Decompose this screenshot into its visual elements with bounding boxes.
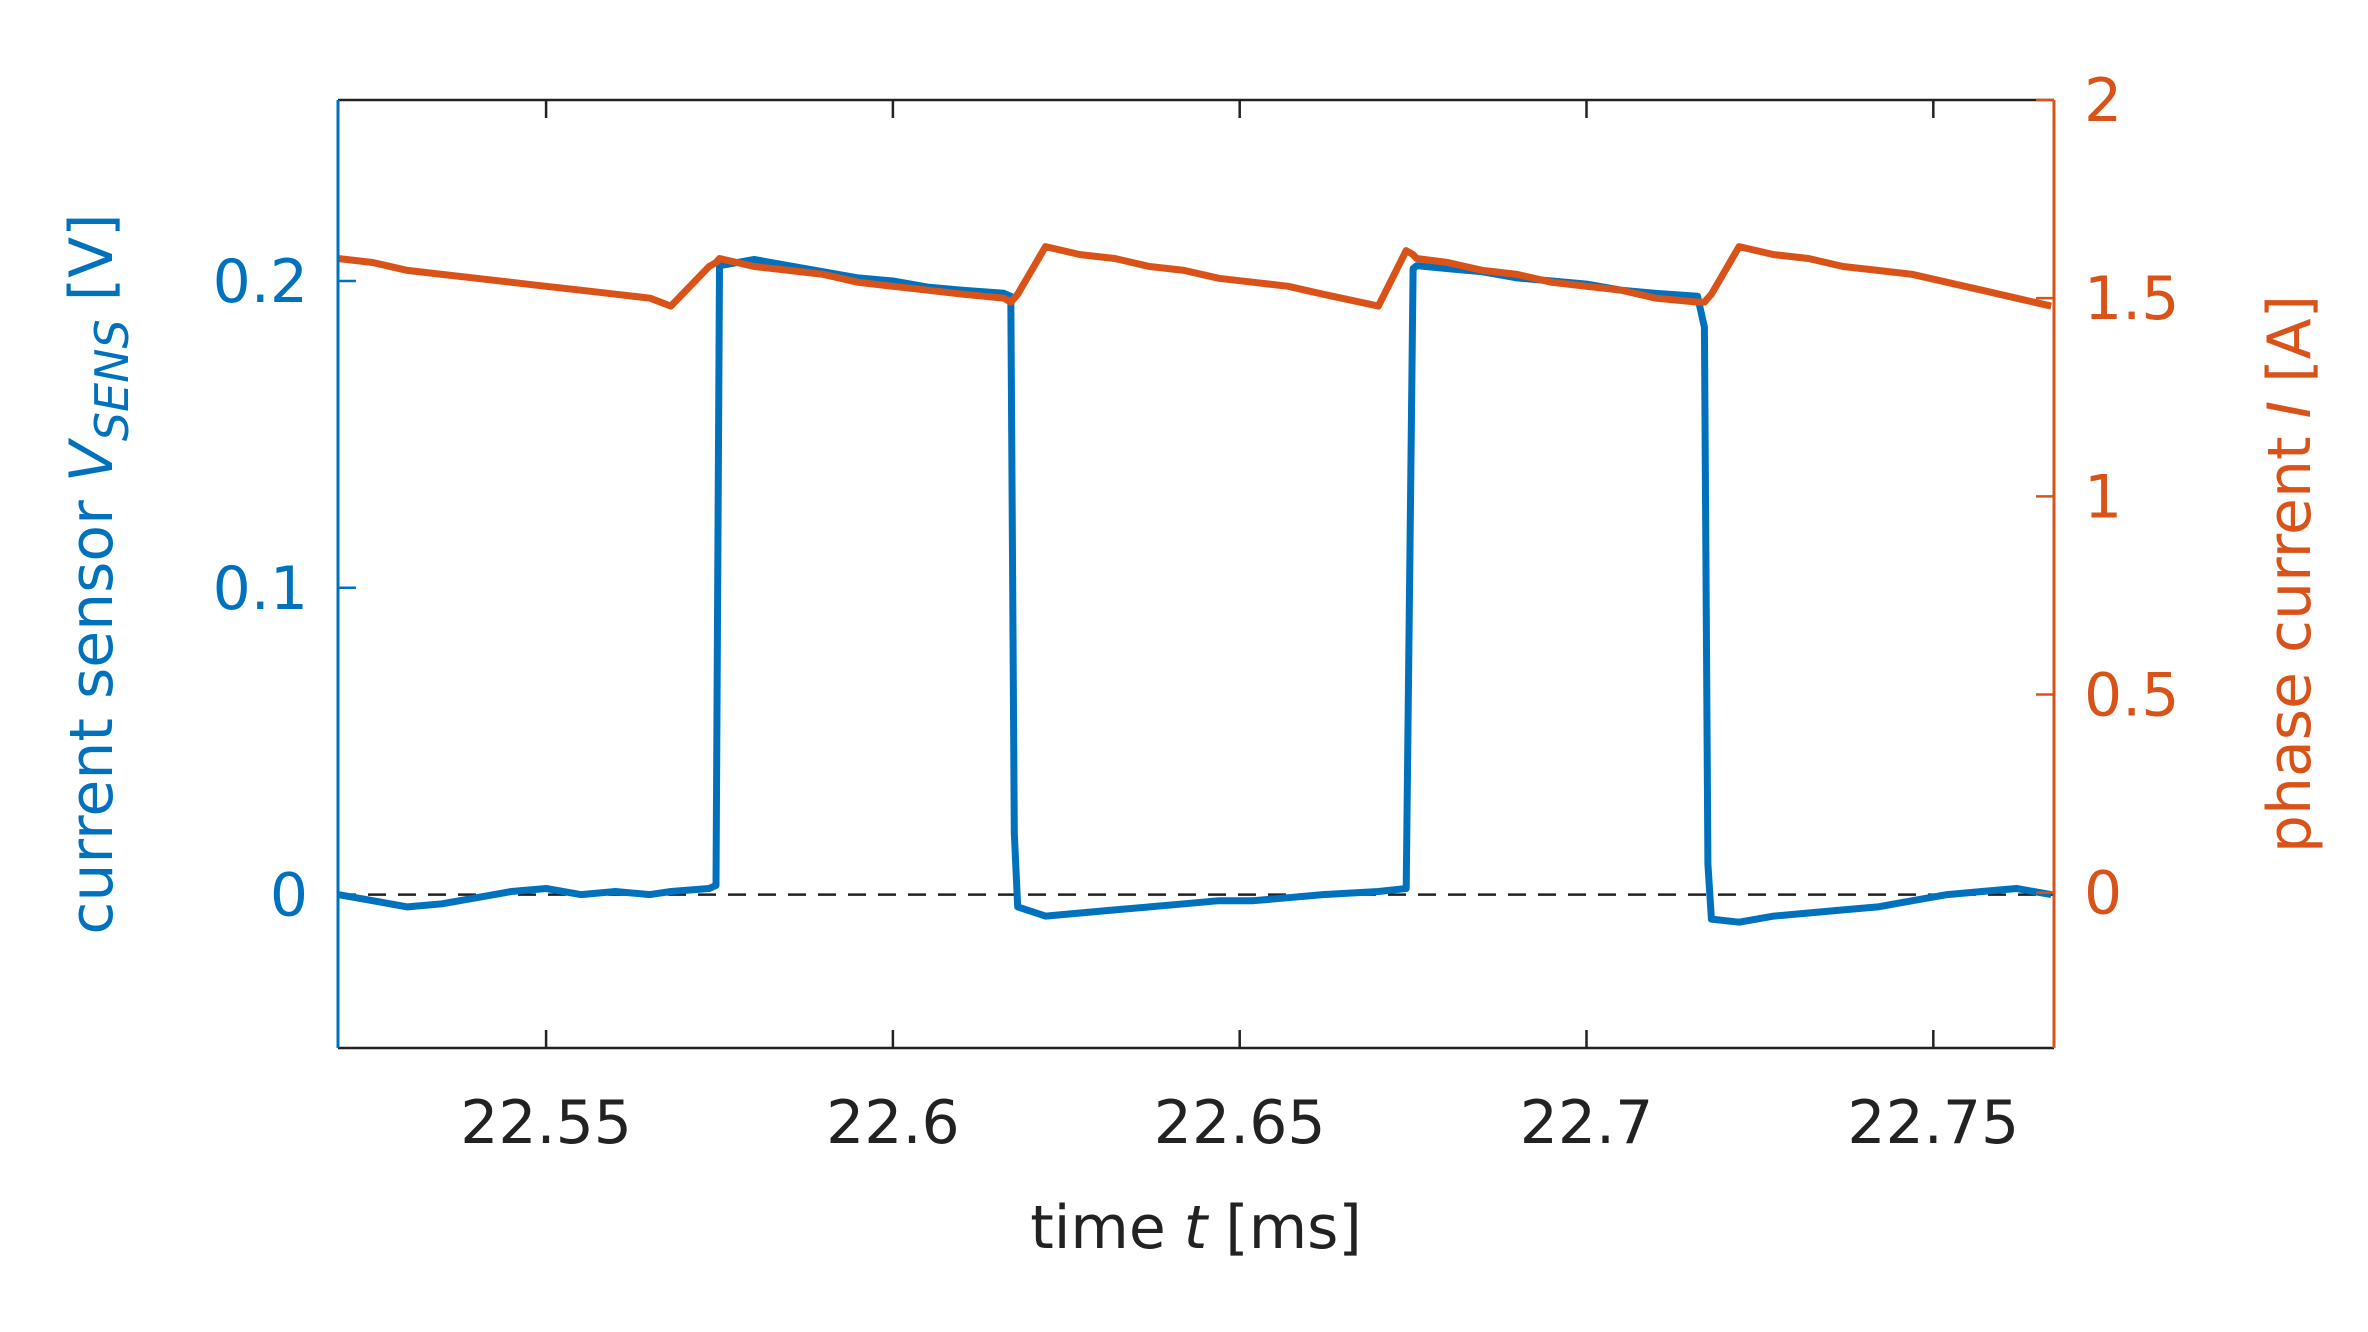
x-label-text: time — [1030, 1193, 1166, 1263]
y2-tick-label: 0 — [2084, 859, 2122, 929]
y-axis-label: current sensor VSENS [V] — [57, 213, 139, 934]
y-tick-label: 0.2 — [213, 247, 308, 317]
y-label-subscript: SENS — [85, 319, 139, 441]
x-tick-label: 22.7 — [1520, 1088, 1654, 1158]
x-axis-label: time t [ms] — [1030, 1193, 1362, 1263]
x-tick-label: 22.55 — [460, 1088, 632, 1158]
y-label-unit: [V] — [57, 213, 127, 301]
y-tick-label: 0.1 — [213, 554, 308, 624]
y2-tick-label: 2 — [2084, 66, 2122, 136]
y2-axis-label: phase current I [A] — [2255, 295, 2325, 853]
y2-label-unit: [A] — [2255, 295, 2325, 383]
y-label-symbol: V — [57, 437, 127, 482]
y2-tick-label: 1 — [2084, 462, 2122, 532]
data-line — [337, 256, 2052, 926]
y-label-text: current sensor — [57, 500, 127, 935]
x-label-unit: [ms] — [1225, 1193, 1362, 1263]
x-tick-label: 22.75 — [1847, 1088, 2019, 1158]
y2-tick-label: 0.5 — [2084, 660, 2179, 730]
x-tick-label: 22.6 — [826, 1088, 960, 1158]
y2-tick-label: 1.5 — [2084, 264, 2179, 334]
data-line — [337, 243, 2052, 310]
x-label-symbol: t — [1184, 1193, 1210, 1263]
y2-label-text: phase current — [2255, 437, 2325, 854]
y2-label-symbol: I — [2255, 401, 2325, 419]
y-tick-label: 0 — [270, 861, 308, 931]
x-tick-label: 22.65 — [1154, 1088, 1326, 1158]
